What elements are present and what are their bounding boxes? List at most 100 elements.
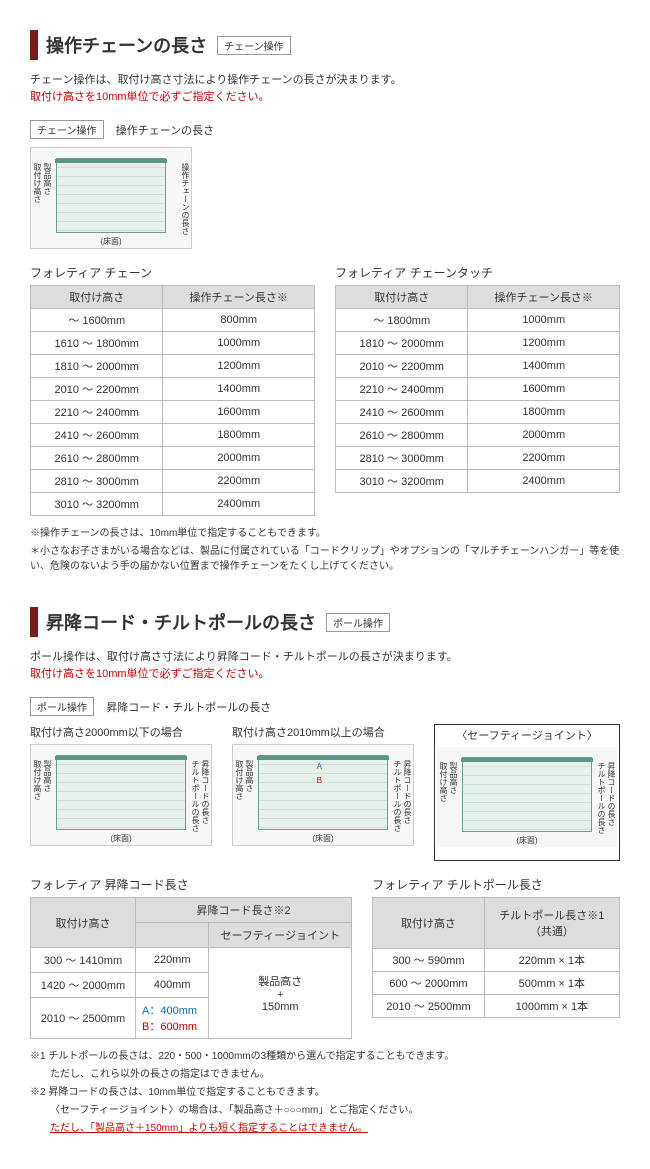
table-cell: 1400mm xyxy=(163,378,315,401)
table-row: 2010 ～ 2200mm1400mm xyxy=(31,378,315,401)
note-2-2: ※2 昇降コードの長さは、10mm単位で指定することもできます。 xyxy=(30,1085,620,1100)
d3-r1: チルトポールの長さ xyxy=(597,762,605,834)
tc-h2b: セーフティージョイント xyxy=(209,923,352,948)
td-h2: チルトポール長さ※1 （共通） xyxy=(484,898,619,949)
table-cell: 1810 ～ 2000mm xyxy=(336,332,468,355)
table-cell: 2000mm xyxy=(468,424,620,447)
table-cell: 1600mm xyxy=(468,378,620,401)
d3-l1: 製品高さ xyxy=(449,762,457,794)
table-row: ～ 1800mm1000mm xyxy=(336,309,620,332)
d3-r2: 昇降コードの長さ xyxy=(607,762,615,826)
table-d: 取付け高さ チルトポール長さ※1 （共通） 300 ～ 590mm220mm ×… xyxy=(372,897,620,1018)
diagram-label-right: 操作チェーンの長さ xyxy=(181,163,189,235)
blind-2 xyxy=(56,755,186,830)
table-row: 2210 ～ 2400mm1600mm xyxy=(31,401,315,424)
diag2-title: 取付け高さ2010mm以上の場合 xyxy=(232,724,414,740)
table-cell: 500mm × 1本 xyxy=(484,972,619,995)
table-row: 3010 ～ 3200mm2400mm xyxy=(31,493,315,516)
tc-r0-c0: 300 ～ 1410mm xyxy=(31,948,136,973)
section-2-intro: ポール操作は、取付け高さ寸法により昇降コード・チルトポールの長さが決まります。 … xyxy=(30,649,620,682)
note-1-1: ※操作チェーンの長さは、10mm単位で指定することもできます。 xyxy=(30,526,620,541)
note-2-2c: ただし、「製品高さ＋150mm」よりも短く指定することはできません。 xyxy=(30,1121,620,1136)
tc-r1-c0: 1420 ～ 2000mm xyxy=(31,973,136,998)
table-b-h2: 操作チェーン長さ※ xyxy=(468,286,620,309)
table-cell: 2010 ～ 2200mm xyxy=(336,355,468,378)
intro-text-2: 取付け高さを10mm単位で必ずご指定ください。 xyxy=(30,89,620,106)
tables-row-2: フォレティア 昇降コード長さ 取付け高さ 昇降コード長さ※2 セーフティージョイ… xyxy=(30,876,620,1039)
table-row: 1810 ～ 2000mm1200mm xyxy=(31,355,315,378)
note-2-1b: ただし、これら以外の長さの指定はできません。 xyxy=(30,1067,620,1082)
d3-l2: 取付け高さ xyxy=(439,762,447,802)
table-a-h2: 操作チェーン長さ※ xyxy=(163,286,315,309)
tc-h2: 昇降コード長さ※2 xyxy=(136,898,352,923)
sub-label-1: チェーン操作 操作チェーンの長さ xyxy=(30,120,620,139)
d-l2: 取付け高さ xyxy=(33,760,41,800)
d2-l2: 取付け高さ xyxy=(235,760,243,800)
table-cell: 2810 ～ 3000mm xyxy=(31,470,163,493)
table-c-block: フォレティア 昇降コード長さ 取付け高さ 昇降コード長さ※2 セーフティージョイ… xyxy=(30,876,352,1039)
floor-2: (床面) xyxy=(110,833,131,844)
floor-4: (床面) xyxy=(516,835,537,846)
sub-label-2: ポール操作 昇降コード・チルトポールの長さ xyxy=(30,697,620,716)
table-cell: 600 ～ 2000mm xyxy=(373,972,485,995)
table-cell: 2200mm xyxy=(163,470,315,493)
note-2-2b: 〈セーフティージョイント〉の場合は、「製品高さ＋○○○mm」とご指定ください。 xyxy=(30,1103,620,1118)
table-row: 300 ～ 590mm220mm × 1本 xyxy=(373,949,620,972)
table-row: 2810 ～ 3000mm2200mm xyxy=(336,447,620,470)
td-h1: 取付け高さ xyxy=(373,898,485,949)
diag3-title: 〈セーフティージョイント〉 xyxy=(437,727,617,743)
d2-r2: 昇降コードの長さ xyxy=(403,760,411,824)
tc-r2-h: 2010 ～ 2500mm xyxy=(31,998,136,1039)
diagram-row: 取付け高さ2000mm以下の場合 製品高さ 取付け高さ チルトポールの長さ 昇降… xyxy=(30,724,620,861)
table-cell: 1600mm xyxy=(163,401,315,424)
table-cell: 1400mm xyxy=(468,355,620,378)
table-row: 2010 ～ 2500mm1000mm × 1本 xyxy=(373,995,620,1018)
diagram-pole-3: 製品高さ 取付け高さ チルトポールの長さ 昇降コードの長さ (床面) xyxy=(437,747,617,847)
d2-l1: 製品高さ xyxy=(245,760,253,792)
sub-tag-1: チェーン操作 xyxy=(30,120,104,139)
table-cell: ～ 1600mm xyxy=(31,309,163,332)
tables-row-1: フォレティア チェーン 取付け高さ 操作チェーン長さ※ ～ 1600mm800m… xyxy=(30,264,620,516)
table-cell: 3010 ～ 3200mm xyxy=(31,493,163,516)
tc-b: B：600mm xyxy=(142,1021,197,1033)
table-cell: 1000mm × 1本 xyxy=(484,995,619,1018)
table-row: 3010 ～ 3200mm2400mm xyxy=(336,470,620,493)
table-cell: 1000mm xyxy=(163,332,315,355)
table-row: 600 ～ 2000mm500mm × 1本 xyxy=(373,972,620,995)
section-1-header: 操作チェーンの長さ チェーン操作 xyxy=(30,30,620,60)
table-d-block: フォレティア チルトポール長さ 取付け高さ チルトポール長さ※1 （共通） 30… xyxy=(372,876,620,1039)
tc-h2a xyxy=(136,923,209,948)
table-row: 2410 ～ 2600mm1800mm xyxy=(336,401,620,424)
section-2-title: 昇降コード・チルトポールの長さ xyxy=(46,609,316,635)
diagram-group-1: 取付け高さ2000mm以下の場合 製品高さ 取付け高さ チルトポールの長さ 昇降… xyxy=(30,724,212,861)
table-row: 2810 ～ 3000mm2200mm xyxy=(31,470,315,493)
table-d-title: フォレティア チルトポール長さ xyxy=(372,876,620,893)
table-row: 1810 ～ 2000mm1200mm xyxy=(336,332,620,355)
table-cell: 1200mm xyxy=(163,355,315,378)
diagram-label-left2: 取付け高さ xyxy=(33,163,41,203)
intro-text-3: ポール操作は、取付け高さ寸法により昇降コード・チルトポールの長さが決まります。 xyxy=(30,649,620,666)
diagram-pole-1: 製品高さ 取付け高さ チルトポールの長さ 昇降コードの長さ (床面) xyxy=(30,744,212,846)
diagram-chain: 製品高さ 取付け高さ 操作チェーンの長さ (床面) xyxy=(30,147,192,249)
sub-tag-2: ポール操作 xyxy=(30,697,94,716)
diagram-label-left1: 製品高さ xyxy=(43,163,51,195)
table-cell: 2610 ～ 2800mm xyxy=(336,424,468,447)
tc-merged: 製品高さ + 150mm xyxy=(209,948,352,1039)
tc-r2-ab: A：400mm B：600mm xyxy=(136,998,209,1039)
floor-3: (床面) xyxy=(312,833,333,844)
table-b-h1: 取付け高さ xyxy=(336,286,468,309)
intro-text-4: 取付け高さを10mm単位で必ずご指定ください。 xyxy=(30,666,620,683)
section-2-header: 昇降コード・チルトポールの長さ ポール操作 xyxy=(30,607,620,637)
section-1-intro: チェーン操作は、取付け高さ寸法により操作チェーンの長さが決まります。 取付け高さ… xyxy=(30,72,620,105)
table-a-h1: 取付け高さ xyxy=(31,286,163,309)
note-2-1: ※1 チルトポールの長さは、220・500・1000mmの3種類から選んで指定す… xyxy=(30,1049,620,1064)
intro-text-1: チェーン操作は、取付け高さ寸法により操作チェーンの長さが決まります。 xyxy=(30,72,620,89)
table-cell: 1800mm xyxy=(163,424,315,447)
table-a-block: フォレティア チェーン 取付け高さ 操作チェーン長さ※ ～ 1600mm800m… xyxy=(30,264,315,516)
tc-row-0: 300 ～ 1410mm 220mm 製品高さ + 150mm xyxy=(31,948,352,973)
table-row: 2010 ～ 2200mm1400mm xyxy=(336,355,620,378)
table-row: 2210 ～ 2400mm1600mm xyxy=(336,378,620,401)
table-row: ～ 1600mm800mm xyxy=(31,309,315,332)
table-b-block: フォレティア チェーンタッチ 取付け高さ 操作チェーン長さ※ ～ 1800mm1… xyxy=(335,264,620,516)
table-cell: 2210 ～ 2400mm xyxy=(336,378,468,401)
